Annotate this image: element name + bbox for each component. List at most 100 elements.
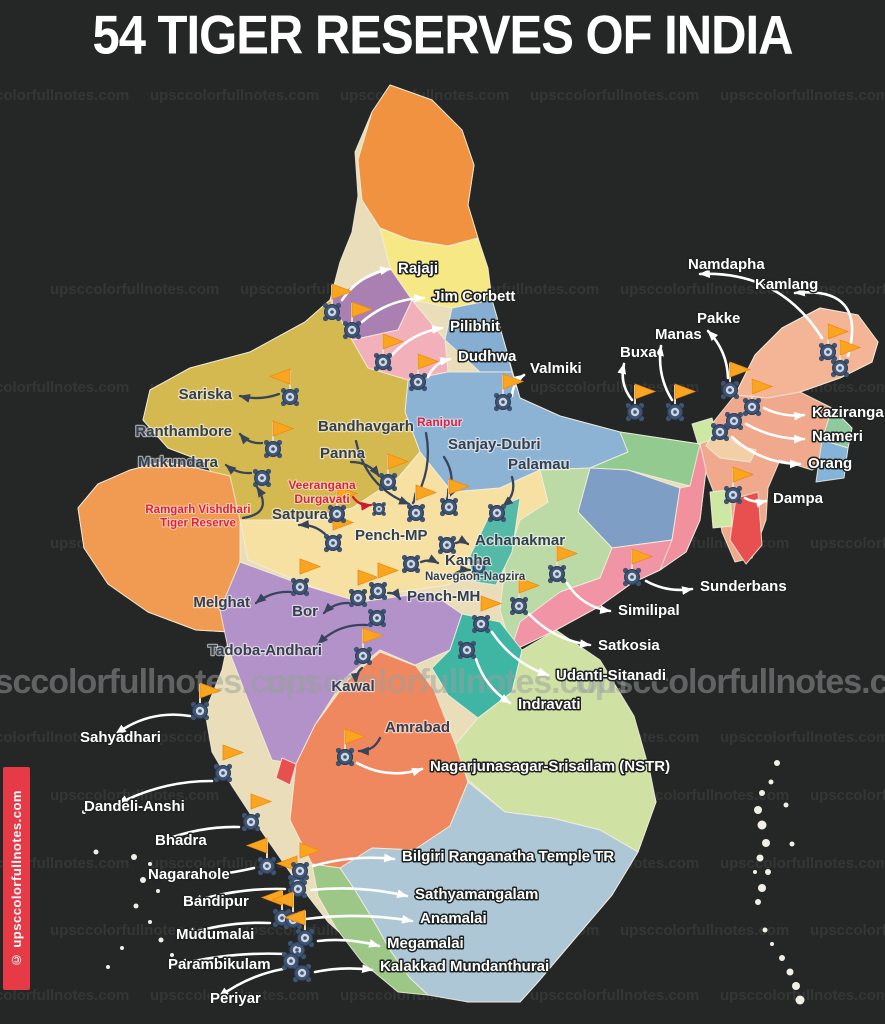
arrow-dampa (743, 496, 768, 508)
reserve-label-panna: Panna (320, 445, 366, 462)
tiger-marker-pench-mh (368, 562, 400, 601)
tiger-marker-kalakkad-mundanthurai (292, 963, 312, 983)
tiger-badge-icon (471, 559, 487, 575)
reserve-label-nagarahole: Nagarahole (148, 866, 230, 883)
flag-icon (377, 562, 400, 579)
tiger-badge-icon (372, 502, 386, 516)
watermark-text: upsccolorfullnotes.com (620, 281, 789, 298)
arrow-pench-mh (386, 588, 402, 601)
reserve-label-pench-mp: Pench-MP (355, 527, 428, 544)
flag-icon (331, 283, 354, 300)
arrow-parambikulam (175, 952, 287, 967)
tiger-marker-satkosia (509, 577, 541, 616)
reserve-label-melghat: Melghat (193, 594, 250, 611)
watermark-text: upsccolorfullnotes.com (810, 787, 885, 804)
reserve-label-indravati: Indravati (518, 696, 581, 713)
flag-icon (827, 323, 850, 340)
large-watermark-row: upsccolorfullnotes.comupsccolorfullnotes… (0, 663, 885, 701)
island-dot (792, 982, 800, 990)
tiger-marker-sunderbans (622, 548, 654, 587)
tiger-marker-valmiki (493, 373, 525, 412)
reserve-label-tadoba-andhari: Tadoba-Andhari (208, 642, 322, 659)
watermark-text: upsccolorfullnotes.com (720, 729, 885, 746)
tiger-marker-melghat (290, 558, 322, 597)
tiger-marker-panna (378, 453, 410, 492)
tiger-badge-icon (439, 497, 459, 517)
tiger-badge-icon (295, 928, 315, 948)
reserve-label-kamlang: Kamlang (755, 276, 818, 293)
watermark-text: upsccolorfullnotes.com (50, 922, 219, 939)
tiger-badge-icon (408, 372, 428, 392)
island-dot (786, 968, 794, 976)
island-dot (754, 806, 762, 814)
tiger-marker-bhadra (241, 793, 273, 832)
tiger-badge-icon (493, 392, 513, 412)
tiger-badge-icon (487, 503, 507, 523)
island-groups (82, 760, 805, 1005)
reserve-label-sathyamangalam: Sathyamangalam (415, 886, 538, 903)
tiger-badge-icon (367, 608, 387, 628)
watermark-text: upsccolorfullnotes.com (720, 987, 885, 1004)
reserve-label-parambikulam: Parambikulam (168, 956, 271, 973)
tiger-badge-icon (290, 577, 310, 597)
tiger-badge-icon (241, 812, 261, 832)
tiger-marker-bor (348, 569, 380, 608)
tiger-marker-dudhwa (408, 353, 440, 392)
watermark-text: upsccolorfullnotes.com (150, 87, 319, 104)
tiger-marker-bilgiri-ranganatha-temple-tr (290, 842, 322, 881)
tiger-badge-icon (353, 646, 373, 666)
tiger-marker-veerangana-durgavati (372, 502, 386, 516)
island-dot (148, 862, 152, 866)
reserve-label-navegaon-nagzira: Navegaon-Nagzira (425, 571, 526, 583)
arrow-pilibhit (390, 325, 444, 357)
reserve-label-achanakmar: Achanakmar (475, 532, 565, 549)
watermark-text-large: upsccolorfullnotes.com (575, 663, 885, 701)
island-dot (756, 854, 764, 862)
arrow-kaziranga (762, 406, 806, 421)
reserve-label-palamau: Palamau (508, 456, 570, 473)
reserve-label-pilibhit: Pilibhit (450, 318, 500, 335)
island-dot (133, 903, 139, 909)
island-dot (120, 946, 124, 950)
tiger-marker-rajaji (322, 283, 354, 322)
reserve-label-kawal: Kawal (331, 678, 374, 695)
flag-icon (245, 837, 268, 854)
flag-icon (268, 368, 291, 385)
tiger-badge-icon (720, 380, 740, 400)
tiger-badge-icon (401, 554, 421, 574)
arrow-periyar (217, 967, 285, 999)
reserve-label-bandhavgarh: Bandhavgarh (318, 418, 414, 435)
arrow-mukundara (224, 463, 253, 475)
island-dot (148, 920, 152, 924)
arrow-veerangana-durgavati (351, 495, 373, 511)
tiger-badge-icon (281, 951, 301, 971)
tiger-badge-icon (710, 422, 730, 442)
tiger-marker-pakke (720, 361, 752, 400)
reserve-label-dampa: Dampa (773, 490, 824, 507)
watermark-text-large: upsccolorfullnotes.com (0, 663, 317, 701)
reserve-label-kanha: Kanha (445, 552, 492, 569)
reserve-label-megamalai: Megamalai (387, 935, 464, 952)
tiger-badge-icon (252, 468, 272, 488)
reserve-label-bor: Bor (292, 603, 318, 620)
arrow-rajaji (340, 266, 392, 302)
tiger-badge-icon (547, 564, 567, 584)
island-dot (82, 810, 86, 814)
tiger-badge-icon (368, 581, 388, 601)
reserve-label-veerangana-durgavati: Veerangana Durgavati (288, 478, 356, 506)
island-dot (795, 995, 805, 1005)
tiger-marker-tadoba-andhari (367, 608, 387, 628)
tiger-marker-manas (665, 383, 697, 422)
arrow-bandhavgarh (354, 439, 411, 506)
arrow-bandipur (190, 887, 287, 904)
watermark-text: upsccolorfullnotes.com (0, 987, 129, 1004)
tiger-marker-buxa (625, 383, 657, 422)
tiger-marker-jim-corbett (342, 301, 374, 340)
state-tamil-nadu (339, 781, 639, 1003)
arrow-ranthambore (238, 432, 264, 445)
tiger-badge-icon (742, 397, 762, 417)
tiger-marker-amrabad (335, 728, 367, 767)
flag-icon (336, 485, 359, 502)
watermark-text-large: upsccolorfullnotes.com (265, 663, 627, 701)
watermark-text: upsccolorfullnotes.com (0, 87, 129, 104)
